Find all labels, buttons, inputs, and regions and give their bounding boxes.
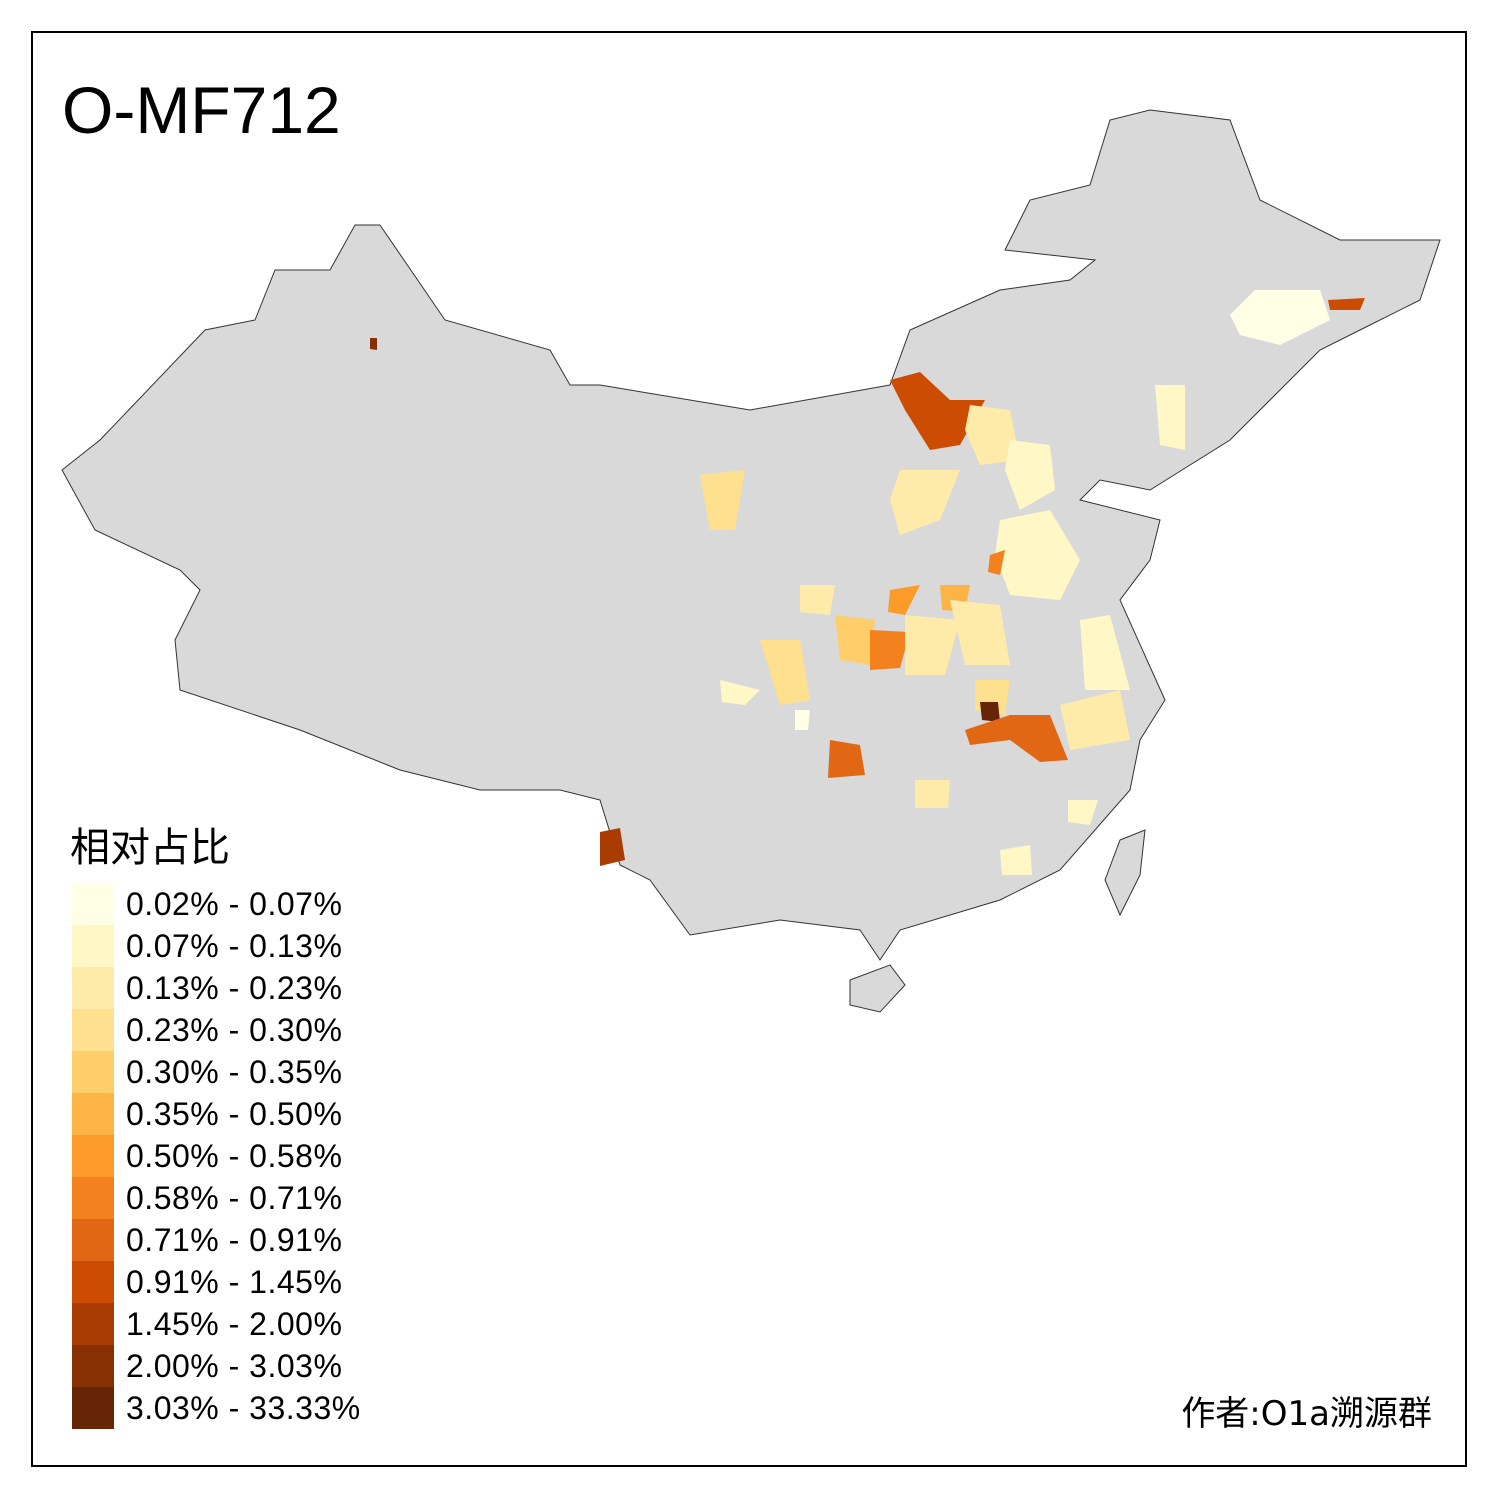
legend-item: 0.71% - 0.91%: [72, 1219, 361, 1261]
region: [915, 780, 950, 808]
legend-swatch: [72, 1345, 114, 1387]
region: [720, 680, 760, 705]
legend-item: 0.50% - 0.58%: [72, 1135, 361, 1177]
legend-swatch: [72, 1135, 114, 1177]
region: [950, 600, 1010, 665]
legend-item: 0.91% - 1.45%: [72, 1261, 361, 1303]
region: [760, 640, 810, 705]
region: [1005, 440, 1055, 510]
legend-label: 3.03% - 33.33%: [126, 1389, 361, 1426]
legend-label: 0.30% - 0.35%: [126, 1053, 343, 1090]
region: [1060, 690, 1130, 750]
legend-item: 0.07% - 0.13%: [72, 925, 361, 967]
legend-swatch: [72, 1051, 114, 1093]
legend-label: 0.35% - 0.50%: [126, 1095, 343, 1132]
legend-swatch: [72, 925, 114, 967]
legend-label: 0.50% - 0.58%: [126, 1137, 343, 1174]
region: [965, 715, 1068, 762]
region: [965, 405, 1020, 465]
legend-label: 0.58% - 0.71%: [126, 1179, 343, 1216]
legend-label: 0.91% - 1.45%: [126, 1263, 343, 1300]
hainan: [849, 964, 906, 1013]
legend-item: 0.58% - 0.71%: [72, 1177, 361, 1219]
legend-item: 3.03% - 33.33%: [72, 1387, 361, 1429]
region: [1080, 615, 1130, 690]
legend-label: 0.02% - 0.07%: [126, 885, 343, 922]
region: [600, 828, 625, 866]
region: [1328, 298, 1365, 310]
region: [1000, 845, 1032, 875]
legend-swatch: [72, 883, 114, 925]
region: [980, 702, 1000, 722]
legend-label: 0.07% - 0.13%: [126, 927, 343, 964]
legend-swatch: [72, 967, 114, 1009]
legend-swatch: [72, 1009, 114, 1051]
legend-swatch: [72, 1387, 114, 1429]
legend-label: 1.45% - 2.00%: [126, 1305, 343, 1342]
taiwan: [1104, 829, 1146, 917]
region: [1155, 385, 1185, 450]
legend-item: 2.00% - 3.03%: [72, 1345, 361, 1387]
region: [1068, 800, 1098, 825]
region: [870, 630, 910, 670]
region: [795, 710, 810, 730]
region: [905, 615, 960, 675]
map-title: O-MF712: [62, 73, 341, 147]
region: [828, 740, 865, 778]
region: [835, 615, 875, 665]
region: [995, 510, 1080, 600]
china-mainland: [61, 109, 1441, 961]
author-credit: 作者:O1a溯源群: [1181, 1394, 1432, 1434]
legend-label: 0.23% - 0.30%: [126, 1011, 343, 1048]
legend-label: 0.13% - 0.23%: [126, 969, 343, 1006]
region: [700, 470, 745, 530]
frame-border: [31, 31, 1467, 1467]
legend-item: 0.23% - 0.30%: [72, 1009, 361, 1051]
legend-item: 0.13% - 0.23%: [72, 967, 361, 1009]
legend-swatch: [72, 1093, 114, 1135]
legend-item: 1.45% - 2.00%: [72, 1303, 361, 1345]
region: [890, 372, 985, 450]
legend-label: 0.71% - 0.91%: [126, 1221, 343, 1258]
legend-swatch: [72, 1303, 114, 1345]
region: [370, 338, 377, 350]
region: [888, 585, 920, 615]
legend: 0.02% - 0.07% 0.07% - 0.13% 0.13% - 0.23% 0…: [72, 883, 361, 1429]
legend-swatch: [72, 1219, 114, 1261]
legend-label: 2.00% - 3.03%: [126, 1347, 343, 1384]
region: [1230, 290, 1330, 345]
region: [988, 550, 1005, 575]
region: [800, 585, 835, 615]
legend-item: 0.35% - 0.50%: [72, 1093, 361, 1135]
legend-item: 0.02% - 0.07%: [72, 883, 361, 925]
region: [890, 470, 960, 535]
legend-item: 0.30% - 0.35%: [72, 1051, 361, 1093]
legend-swatch: [72, 1177, 114, 1219]
legend-swatch: [72, 1261, 114, 1303]
legend-title: 相对占比: [70, 825, 230, 871]
